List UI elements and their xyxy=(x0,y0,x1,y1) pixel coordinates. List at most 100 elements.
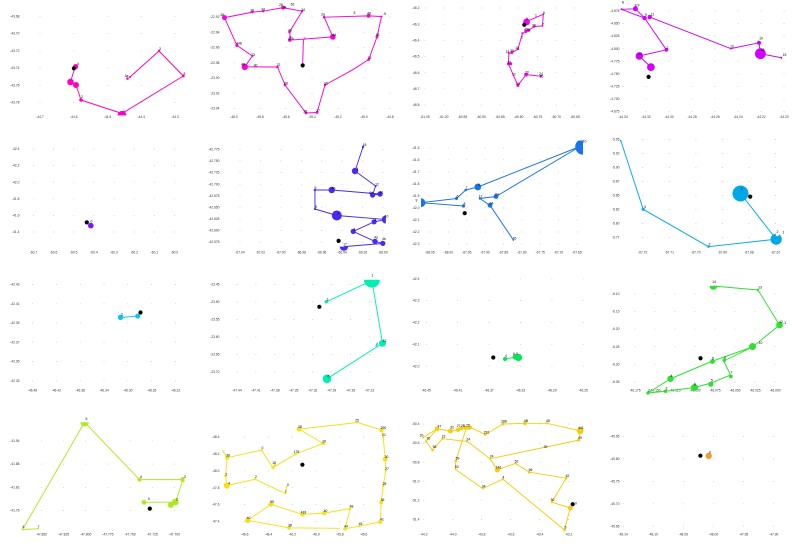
svg-text:1: 1 xyxy=(123,109,125,113)
svg-text:-46.125: -46.125 xyxy=(669,389,680,393)
svg-text:53: 53 xyxy=(455,465,459,469)
svg-text:-50.6: -50.6 xyxy=(412,441,420,445)
svg-text:-41.5: -41.5 xyxy=(412,146,420,150)
svg-text:18: 18 xyxy=(368,56,372,60)
svg-text:27: 27 xyxy=(316,109,320,113)
svg-text:-42.0: -42.0 xyxy=(412,364,420,368)
svg-text:-43.68: -43.68 xyxy=(10,15,20,19)
svg-text:-4.700: -4.700 xyxy=(610,97,620,101)
svg-text:-67.02: -67.02 xyxy=(256,250,266,254)
svg-text:-61.00: -61.00 xyxy=(439,115,449,119)
svg-text:24: 24 xyxy=(539,72,543,76)
svg-text:38: 38 xyxy=(288,524,292,528)
svg-text:-46.150: -46.150 xyxy=(649,389,660,393)
svg-text:-47.38: -47.38 xyxy=(270,389,280,393)
svg-text:2: 2 xyxy=(777,230,779,234)
svg-text:-60.70: -60.70 xyxy=(552,115,562,119)
svg-text:4: 4 xyxy=(228,482,230,486)
svg-text:34: 34 xyxy=(301,8,305,12)
svg-text:-44.8: -44.8 xyxy=(386,115,394,119)
svg-text:2: 2 xyxy=(648,389,650,393)
svg-text:-4.875: -4.875 xyxy=(610,9,620,13)
svg-text:28: 28 xyxy=(298,425,302,429)
svg-text:66: 66 xyxy=(529,468,533,472)
svg-text:-47.6: -47.6 xyxy=(212,503,220,507)
svg-text:-60.5: -60.5 xyxy=(70,250,78,254)
svg-text:-68.05: -68.05 xyxy=(425,250,435,254)
svg-text:3C: 3C xyxy=(324,82,329,86)
svg-text:-42.625: -42.625 xyxy=(208,217,219,221)
svg-text:4: 4 xyxy=(671,374,673,378)
svg-text:-42.600: -42.600 xyxy=(208,229,219,233)
svg-text:-46.050: -46.050 xyxy=(729,389,740,393)
svg-text:2B: 2B xyxy=(461,424,466,428)
svg-text:-68.00: -68.00 xyxy=(444,250,454,254)
svg-text:68: 68 xyxy=(284,82,288,86)
svg-text:-5: -5 xyxy=(383,12,386,16)
svg-text:-44.34: -44.34 xyxy=(618,115,628,119)
svg-text:-46.2: -46.2 xyxy=(412,6,420,10)
svg-text:4d: 4d xyxy=(332,33,336,37)
svg-text:41: 41 xyxy=(380,191,384,195)
svg-text:-23.50: -23.50 xyxy=(210,300,220,304)
svg-text:-44.32: -44.32 xyxy=(641,115,651,119)
svg-text:-48.2: -48.2 xyxy=(212,452,220,456)
svg-text:-5.80: -5.80 xyxy=(612,222,620,226)
svg-text:-60.90: -60.90 xyxy=(477,115,487,119)
svg-text:27: 27 xyxy=(457,424,461,428)
svg-text:3: 3 xyxy=(666,387,668,391)
svg-text:-47.750: -47.750 xyxy=(125,533,136,537)
svg-text:-46.6: -46.6 xyxy=(412,71,420,75)
svg-text:-42.1: -42.1 xyxy=(412,218,420,222)
svg-text:292: 292 xyxy=(484,431,490,435)
svg-text:-46.41: -46.41 xyxy=(453,389,463,393)
svg-text:16: 16 xyxy=(507,61,511,65)
svg-text:-47.32: -47.32 xyxy=(308,389,318,393)
svg-text:-46.4: -46.4 xyxy=(265,533,273,537)
svg-text:-5.82: -5.82 xyxy=(612,208,620,212)
svg-text:-46.30: -46.30 xyxy=(123,389,133,393)
svg-text:-42.3: -42.3 xyxy=(412,299,420,303)
svg-text:14: 14 xyxy=(712,280,716,284)
svg-text:3: 3 xyxy=(327,298,329,302)
svg-text:7: 7 xyxy=(337,212,339,216)
svg-text:-66.90: -66.90 xyxy=(378,250,388,254)
svg-text:-4.800: -4.800 xyxy=(610,47,620,51)
svg-text:10: 10 xyxy=(385,215,389,219)
svg-text:40: 40 xyxy=(324,509,328,513)
svg-text:28: 28 xyxy=(279,3,283,7)
svg-text:-67.00: -67.00 xyxy=(276,250,286,254)
svg-text:2: 2 xyxy=(225,473,227,477)
svg-text:99: 99 xyxy=(270,500,274,504)
svg-text:-48.0: -48.0 xyxy=(212,469,220,473)
svg-text:10: 10 xyxy=(759,37,763,41)
svg-text:-42.725: -42.725 xyxy=(208,171,219,175)
svg-text:-47.825: -47.825 xyxy=(58,533,69,537)
svg-text:-42.4: -42.4 xyxy=(412,277,420,281)
svg-text:488: 488 xyxy=(288,37,294,41)
svg-text:-67.68: -67.68 xyxy=(744,250,754,254)
svg-text:15: 15 xyxy=(783,53,787,57)
svg-text:-42.1: -42.1 xyxy=(412,343,420,347)
svg-text:39: 39 xyxy=(544,445,548,449)
svg-text:6: 6 xyxy=(457,195,459,199)
svg-text:-46.22: -46.22 xyxy=(171,389,181,393)
svg-text:-42.575: -42.575 xyxy=(208,240,219,244)
svg-text:0: 0 xyxy=(262,446,264,450)
svg-text:17: 17 xyxy=(343,243,347,247)
svg-text:-41.6: -41.6 xyxy=(12,214,20,218)
svg-text:24: 24 xyxy=(490,455,494,459)
svg-text:13: 13 xyxy=(638,52,642,56)
svg-text:-67.65: -67.65 xyxy=(572,250,582,254)
svg-text:-42.35: -42.35 xyxy=(10,360,20,364)
svg-text:5: 5 xyxy=(86,417,88,421)
svg-text:-22.96: -22.96 xyxy=(210,46,220,50)
svg-text:441: 441 xyxy=(578,426,584,430)
svg-text:6d: 6d xyxy=(369,191,373,195)
svg-text:0: 0 xyxy=(91,220,93,224)
svg-text:-47.850: -47.850 xyxy=(36,533,47,537)
svg-text:12: 12 xyxy=(730,45,734,49)
svg-text:38: 38 xyxy=(250,9,254,13)
svg-text:-23.02: -23.02 xyxy=(210,91,220,95)
svg-text:-4.725: -4.725 xyxy=(610,85,620,89)
